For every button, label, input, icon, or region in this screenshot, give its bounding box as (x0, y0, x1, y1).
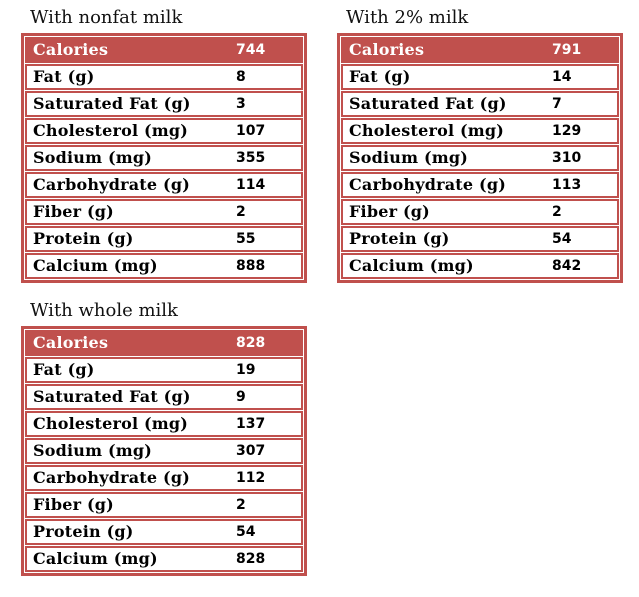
table-row: Calcium (mg) 828 (25, 546, 303, 572)
row-value: 19 (236, 362, 256, 378)
table-row: Fiber (g) 2 (341, 199, 619, 225)
row-label: Fat (g) (33, 360, 95, 379)
row-value: 842 (552, 258, 582, 274)
table-title: With whole milk (30, 300, 178, 321)
calories-header-row: Calories 828 (25, 330, 303, 356)
row-value: 307 (236, 443, 266, 459)
row-label: Fat (g) (33, 67, 95, 86)
row-value: 55 (236, 231, 256, 247)
table-row: Carbohydrate (g) 114 (25, 172, 303, 198)
row-value: 791 (552, 42, 582, 58)
row-value: 113 (552, 177, 582, 193)
nutrition-table-section: With nonfat milk Calories 744 Fat (g) 8 Satur… (21, 6, 307, 283)
table-row: Calcium (mg) 888 (25, 253, 303, 279)
table-row: Cholesterol (mg) 129 (341, 118, 619, 144)
row-value: 744 (236, 42, 266, 58)
row-value: 2 (236, 497, 246, 513)
row-label: Carbohydrate (g) (349, 175, 506, 194)
row-value: 2 (552, 204, 562, 220)
row-label: Carbohydrate (g) (33, 175, 190, 194)
table-row: Protein (g) 54 (25, 519, 303, 545)
row-label: Fiber (g) (33, 495, 114, 514)
row-value: 107 (236, 123, 266, 139)
row-label: Fiber (g) (33, 202, 114, 221)
nutrition-table-section: With 2% milk Calories 791 Fat (g) 14 Saturate… (337, 6, 623, 283)
row-label: Sodium (mg) (349, 148, 469, 167)
calories-header-row: Calories 791 (341, 37, 619, 63)
table-row: Carbohydrate (g) 112 (25, 465, 303, 491)
row-label: Calories (349, 40, 425, 59)
row-value: 137 (236, 416, 266, 432)
table-title: With 2% milk (346, 7, 469, 28)
table-row: Fiber (g) 2 (25, 199, 303, 225)
table-row: Sodium (mg) 307 (25, 438, 303, 464)
row-value: 355 (236, 150, 266, 166)
table-row: Saturated Fat (g) 3 (25, 91, 303, 117)
row-label: Calories (33, 333, 109, 352)
row-label: Cholesterol (mg) (349, 121, 505, 140)
row-label: Calories (33, 40, 109, 59)
row-label: Sodium (mg) (33, 148, 153, 167)
row-value: 310 (552, 150, 582, 166)
table-row: Protein (g) 55 (25, 226, 303, 252)
calories-header-row: Calories 744 (25, 37, 303, 63)
table-row: Protein (g) 54 (341, 226, 619, 252)
table-row: Saturated Fat (g) 9 (25, 384, 303, 410)
row-value: 888 (236, 258, 266, 274)
nutrition-table: Calories 828 Fat (g) 19 Saturated Fat (g) 9 Ch… (21, 326, 307, 576)
table-row: Fat (g) 8 (25, 64, 303, 90)
row-value: 54 (236, 524, 256, 540)
row-label: Calcium (mg) (349, 256, 474, 275)
row-label: Fat (g) (349, 67, 411, 86)
table-title: With nonfat milk (30, 7, 183, 28)
table-row: Fiber (g) 2 (25, 492, 303, 518)
row-value: 129 (552, 123, 582, 139)
table-row: Cholesterol (mg) 137 (25, 411, 303, 437)
row-value: 54 (552, 231, 572, 247)
row-label: Calcium (mg) (33, 549, 158, 568)
row-label: Protein (g) (349, 229, 450, 248)
row-value: 828 (236, 335, 266, 351)
table-row: Sodium (mg) 310 (341, 145, 619, 171)
row-label: Saturated Fat (g) (33, 387, 191, 406)
table-row: Calcium (mg) 842 (341, 253, 619, 279)
row-label: Carbohydrate (g) (33, 468, 190, 487)
row-value: 9 (236, 389, 246, 405)
row-label: Protein (g) (33, 522, 134, 541)
row-label: Sodium (mg) (33, 441, 153, 460)
row-label: Protein (g) (33, 229, 134, 248)
table-row: Sodium (mg) 355 (25, 145, 303, 171)
row-label: Saturated Fat (g) (349, 94, 507, 113)
row-value: 7 (552, 96, 562, 112)
nutrition-table-section: With whole milk Calories 828 Fat (g) 19 Satur… (21, 299, 307, 576)
row-value: 14 (552, 69, 572, 85)
row-value: 2 (236, 204, 246, 220)
row-label: Cholesterol (mg) (33, 121, 189, 140)
nutrition-table: Calories 791 Fat (g) 14 Saturated Fat (g) 7 Ch… (337, 33, 623, 283)
table-row: Carbohydrate (g) 113 (341, 172, 619, 198)
row-label: Fiber (g) (349, 202, 430, 221)
table-row: Cholesterol (mg) 107 (25, 118, 303, 144)
row-value: 828 (236, 551, 266, 567)
row-value: 8 (236, 69, 246, 85)
row-label: Calcium (mg) (33, 256, 158, 275)
row-value: 114 (236, 177, 266, 193)
table-row: Fat (g) 14 (341, 64, 619, 90)
table-row: Saturated Fat (g) 7 (341, 91, 619, 117)
row-label: Cholesterol (mg) (33, 414, 189, 433)
nutrition-table: Calories 744 Fat (g) 8 Saturated Fat (g) 3 Cho… (21, 33, 307, 283)
table-row: Fat (g) 19 (25, 357, 303, 383)
row-value: 112 (236, 470, 266, 486)
row-value: 3 (236, 96, 246, 112)
row-label: Saturated Fat (g) (33, 94, 191, 113)
